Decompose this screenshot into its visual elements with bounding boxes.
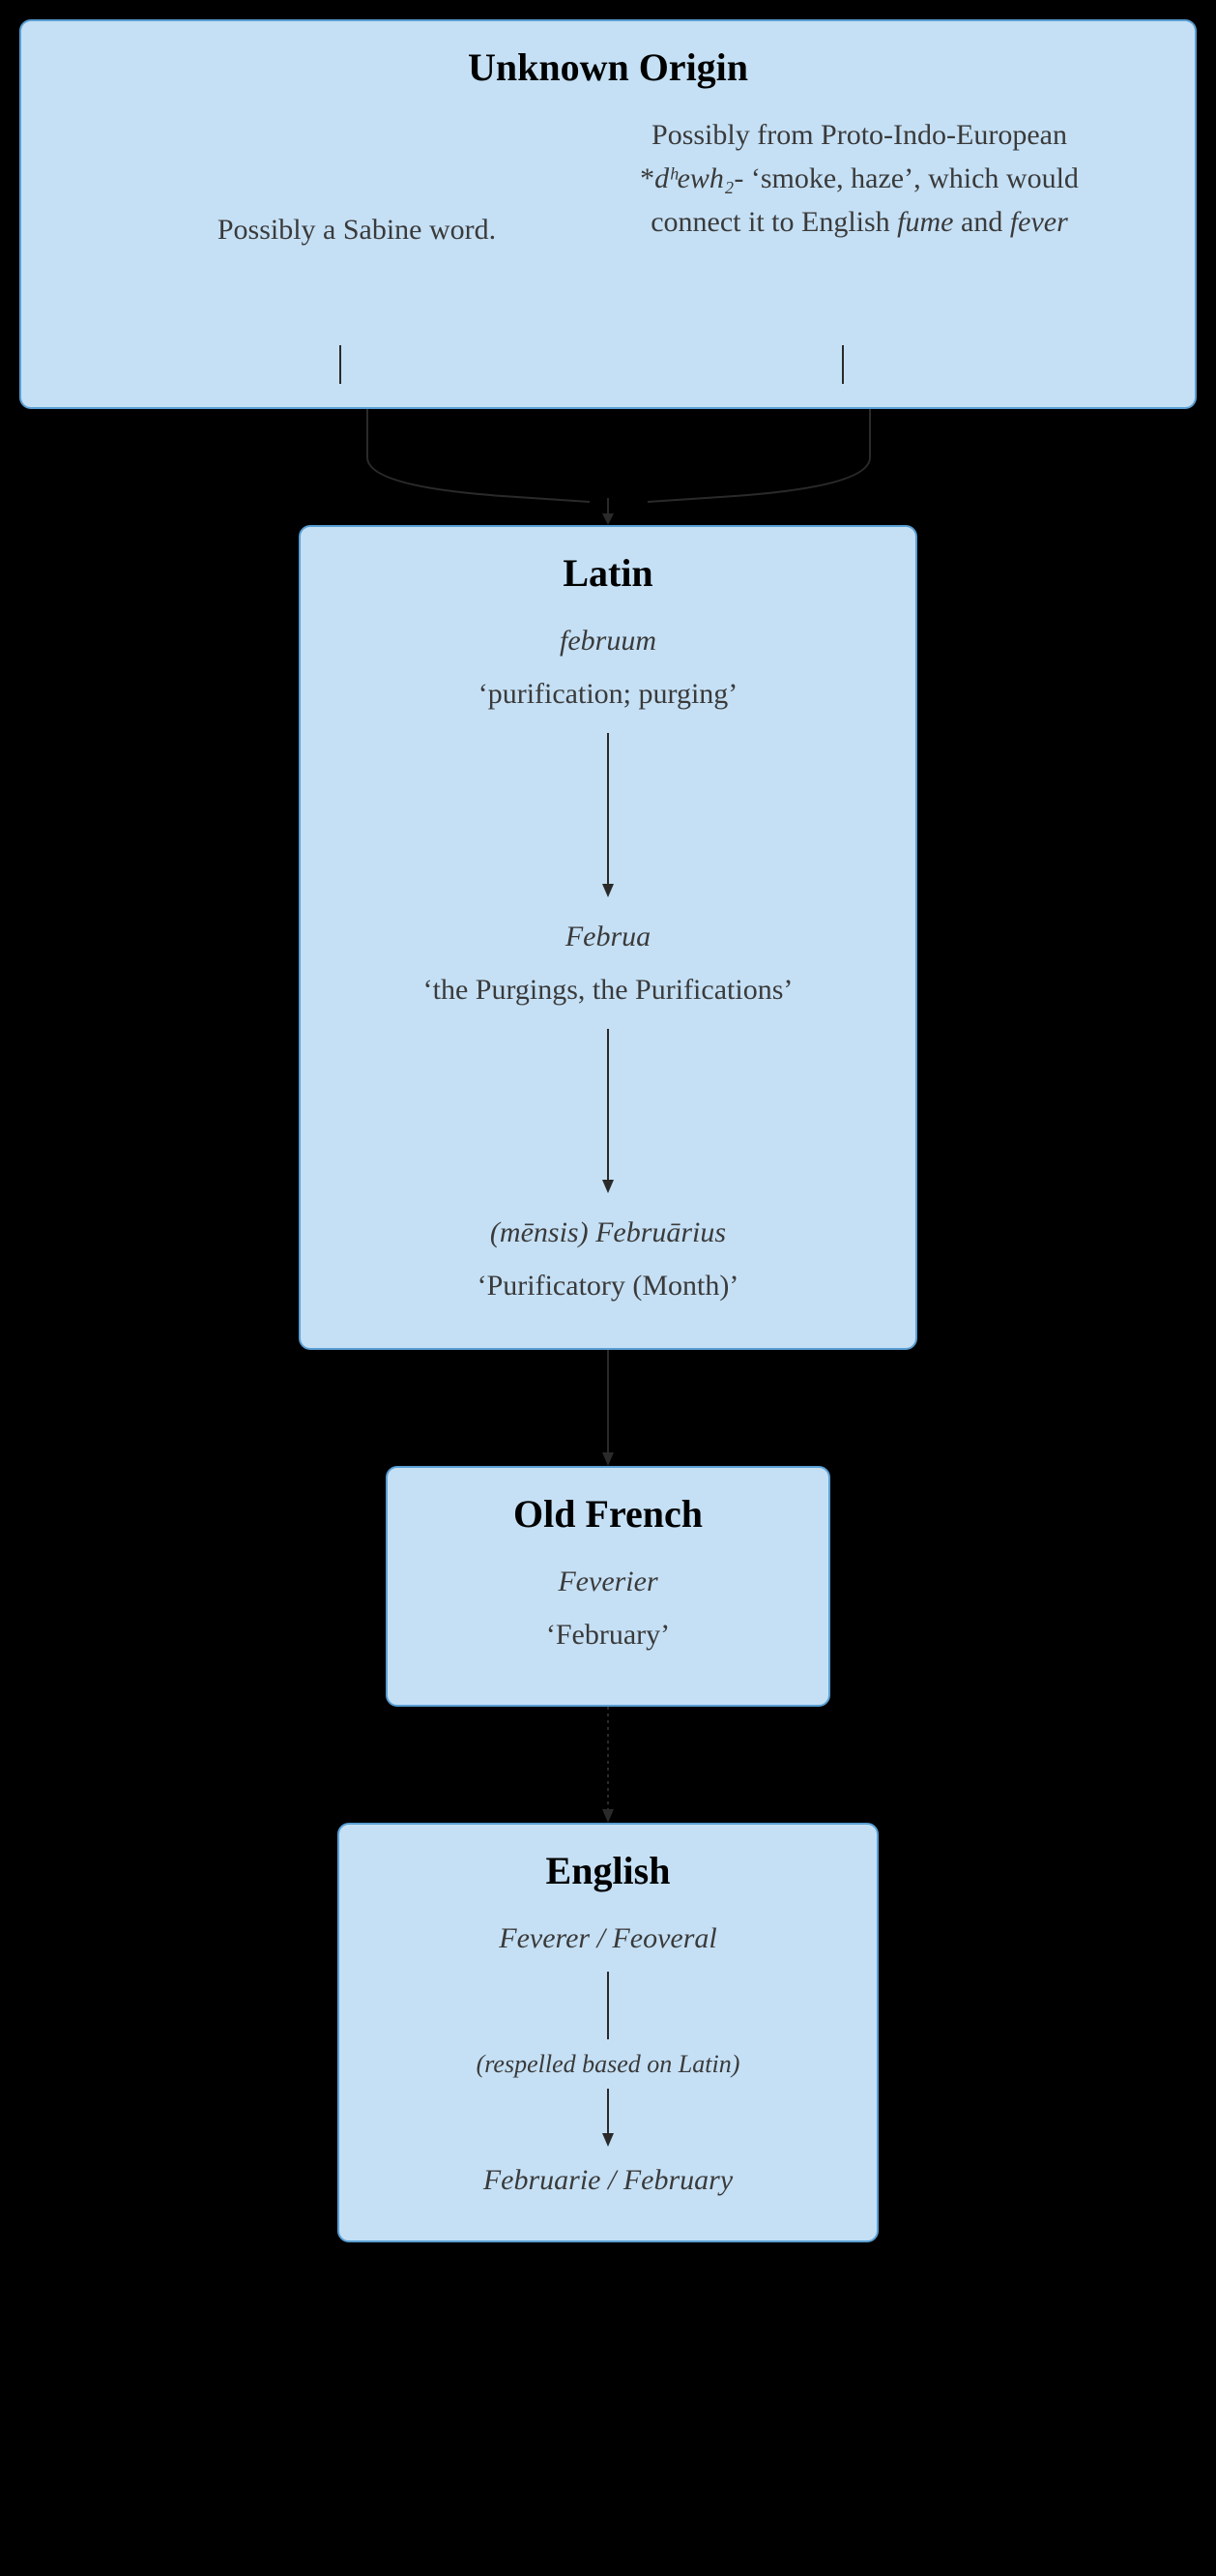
origin-right-w2: fever (1010, 206, 1068, 238)
latin-item1-word: februum (330, 619, 886, 662)
arrow-latin-oldfrench (589, 1350, 627, 1466)
latin-item3-word: (mēnsis) Februārius (330, 1211, 886, 1254)
origin-stubs (50, 345, 1114, 384)
arrow-latin-2 (589, 1029, 627, 1193)
origin-right-and: and (954, 206, 1010, 238)
latin-item2-word: Februa (330, 915, 886, 958)
arrow-oldfrench-english (589, 1707, 627, 1823)
arrow-latin-1 (589, 733, 627, 897)
origin-right: Possibly from Proto-Indo-European *dʰewh… (627, 113, 1091, 244)
arrow-english-1 (589, 2089, 627, 2147)
oldfrench-gloss: ‘February’ (417, 1613, 799, 1656)
origin-right-pie: dʰewh₂- (654, 162, 743, 194)
latin-item3: (mēnsis) Februārius ‘Purificatory (Month… (330, 1211, 886, 1307)
latin-item2: Februa ‘the Purgings, the Purifications’ (330, 915, 886, 1011)
english-word1: Feverer / Feoveral (368, 1917, 848, 1960)
english-note: (respelled based on Latin) (368, 2045, 848, 2083)
origin-title: Unknown Origin (50, 44, 1166, 90)
origin-box: Unknown Origin Possibly a Sabine word. P… (19, 19, 1197, 409)
diagram-root: Unknown Origin Possibly a Sabine word. P… (19, 19, 1197, 2242)
oldfrench-word: Feverier (417, 1560, 799, 1603)
origin-left: Possibly a Sabine word. (125, 113, 589, 345)
oldfrench-box: Old French Feverier ‘February’ (386, 1466, 830, 1707)
english-word2: Februarie / February (368, 2158, 848, 2202)
english-title: English (368, 1848, 848, 1893)
latin-box: Latin februum ‘purification; purging’ Fe… (299, 525, 917, 1350)
origin-right-text: Possibly from Proto-Indo-European *dʰewh… (627, 113, 1091, 244)
arrow-english-stub (589, 1972, 627, 2039)
origin-row: Possibly a Sabine word. Possibly from Pr… (50, 113, 1166, 345)
arrow-origin-latin (19, 409, 1197, 525)
latin-item1: februum ‘purification; purging’ (330, 619, 886, 716)
oldfrench-title: Old French (417, 1491, 799, 1537)
latin-item2-gloss: ‘the Purgings, the Purifications’ (330, 968, 886, 1011)
origin-left-text: Possibly a Sabine word. (217, 208, 496, 251)
latin-title: Latin (330, 550, 886, 596)
english-box: English Feverer / Feoveral (respelled ba… (337, 1823, 879, 2242)
origin-right-w1: fume (897, 206, 953, 238)
latin-item1-gloss: ‘purification; purging’ (330, 672, 886, 716)
latin-item3-gloss: ‘Purificatory (Month)’ (330, 1264, 886, 1307)
